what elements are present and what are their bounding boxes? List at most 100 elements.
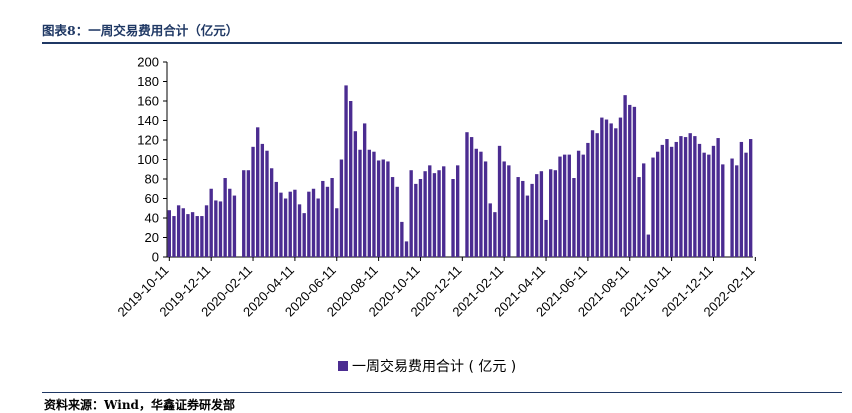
y-tick-label: 140 bbox=[137, 113, 159, 128]
bar bbox=[683, 137, 688, 257]
legend-swatch bbox=[338, 361, 348, 371]
bar bbox=[493, 212, 497, 257]
bar bbox=[600, 117, 604, 257]
bar bbox=[553, 170, 558, 257]
bar bbox=[251, 146, 255, 257]
bar bbox=[349, 101, 353, 257]
bar bbox=[181, 208, 185, 257]
bar bbox=[228, 188, 232, 257]
bar bbox=[418, 179, 423, 257]
bar bbox=[544, 219, 548, 257]
bar bbox=[716, 138, 720, 257]
bar bbox=[469, 137, 474, 257]
bar bbox=[488, 203, 492, 258]
bar bbox=[381, 159, 385, 257]
bar bbox=[562, 154, 567, 258]
bar bbox=[223, 178, 227, 257]
bar bbox=[321, 180, 325, 257]
bar bbox=[404, 241, 409, 257]
bar bbox=[669, 146, 674, 257]
bar bbox=[581, 154, 585, 258]
bar bbox=[195, 216, 199, 257]
bar-series bbox=[167, 85, 753, 258]
bar bbox=[395, 186, 399, 257]
bar bbox=[390, 177, 395, 257]
bar bbox=[246, 170, 251, 257]
footer-rule bbox=[42, 392, 842, 393]
bar bbox=[190, 212, 195, 257]
bar bbox=[167, 210, 171, 257]
bar bbox=[437, 170, 441, 257]
bar bbox=[307, 191, 311, 257]
bar bbox=[665, 139, 669, 257]
bar bbox=[502, 161, 506, 257]
bar bbox=[386, 161, 390, 257]
bar bbox=[372, 151, 376, 257]
bar bbox=[618, 117, 623, 257]
bar bbox=[325, 186, 330, 257]
bar bbox=[362, 123, 367, 257]
bar bbox=[218, 201, 223, 257]
bar bbox=[335, 208, 339, 257]
bar bbox=[730, 158, 734, 257]
bar bbox=[316, 198, 320, 257]
y-tick-label: 180 bbox=[137, 74, 159, 89]
bar bbox=[279, 192, 283, 257]
bar bbox=[586, 142, 590, 257]
bar bbox=[423, 171, 427, 257]
bar bbox=[497, 145, 502, 257]
bar bbox=[297, 204, 302, 257]
bar bbox=[558, 156, 562, 257]
bar bbox=[721, 164, 725, 258]
bar bbox=[288, 191, 292, 257]
bar bbox=[432, 173, 437, 257]
bar bbox=[567, 154, 571, 258]
bar bbox=[274, 181, 278, 257]
bar bbox=[655, 151, 660, 257]
bar bbox=[539, 171, 544, 257]
bar bbox=[516, 177, 520, 257]
bar bbox=[456, 165, 460, 257]
y-tick-label: 60 bbox=[145, 191, 159, 206]
bar bbox=[549, 169, 553, 257]
legend-label: 一周交易费用合计 ( 亿元 ) bbox=[352, 358, 516, 375]
bar bbox=[204, 205, 209, 257]
bar bbox=[265, 150, 269, 257]
bar bbox=[242, 170, 246, 257]
bar bbox=[711, 145, 716, 257]
bar bbox=[628, 104, 632, 258]
bar bbox=[507, 165, 511, 257]
y-tick-label: 100 bbox=[137, 152, 159, 167]
bar bbox=[623, 95, 627, 258]
bar bbox=[483, 161, 488, 257]
bar bbox=[632, 106, 637, 257]
bar bbox=[521, 180, 525, 257]
bar bbox=[660, 144, 664, 258]
bar bbox=[269, 168, 274, 257]
bar bbox=[353, 131, 358, 257]
bar bbox=[674, 141, 678, 257]
bar bbox=[200, 216, 204, 257]
bar bbox=[176, 205, 181, 257]
bar bbox=[442, 166, 446, 257]
bar bbox=[535, 174, 539, 258]
bar bbox=[339, 159, 344, 257]
bar bbox=[530, 183, 534, 258]
bar bbox=[358, 149, 362, 257]
bar bbox=[697, 143, 702, 257]
bar bbox=[576, 150, 581, 257]
bar bbox=[474, 148, 478, 257]
y-tick-label: 0 bbox=[152, 250, 159, 265]
bar bbox=[646, 234, 651, 257]
chart-title: 图表8：一周交易费用合计（亿元） bbox=[42, 23, 239, 38]
bar bbox=[376, 160, 381, 257]
y-tick-label: 20 bbox=[145, 230, 159, 245]
bar bbox=[311, 188, 316, 257]
bar bbox=[609, 123, 613, 257]
bar bbox=[749, 139, 753, 257]
bar bbox=[465, 132, 469, 257]
bar bbox=[604, 119, 609, 257]
bar bbox=[414, 183, 418, 258]
bar bbox=[642, 163, 646, 257]
bar bbox=[302, 213, 306, 258]
